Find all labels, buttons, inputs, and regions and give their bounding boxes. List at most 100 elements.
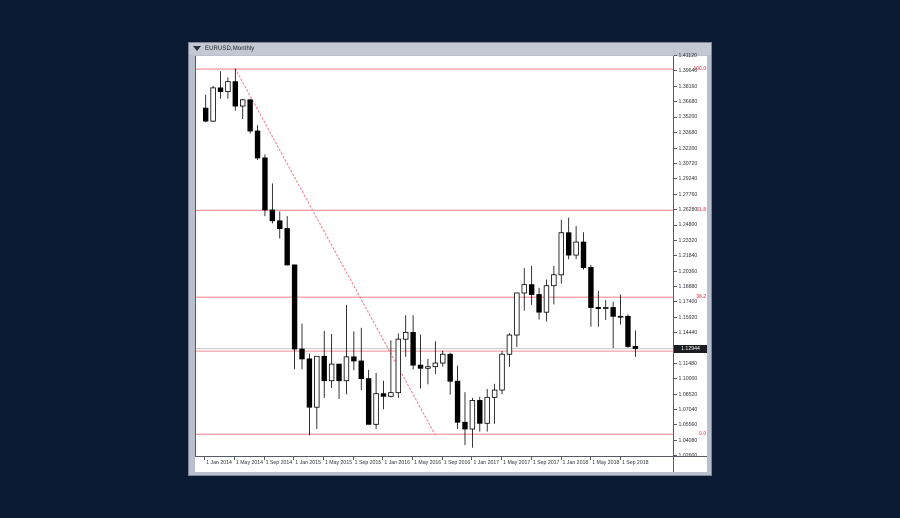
candlestick xyxy=(328,333,335,388)
candlestick xyxy=(225,77,231,99)
dropdown-triangle-icon[interactable] xyxy=(193,46,201,51)
candlestick xyxy=(299,323,305,370)
chart-titlebar[interactable]: EURUSD,Monthly xyxy=(189,43,711,55)
time-tick-label: 1 Sep 2016 xyxy=(441,457,470,472)
candlestick xyxy=(417,334,424,389)
candlestick xyxy=(210,85,216,123)
candlestick xyxy=(543,279,550,322)
time-tick-label: 1 May 2017 xyxy=(501,457,530,472)
time-tick-label: 1 Jan 2014 xyxy=(204,457,232,472)
candlestick xyxy=(373,372,379,430)
chart-title: EURUSD,Monthly xyxy=(205,46,255,52)
time-tick-label: 1 Sep 2015 xyxy=(352,457,381,472)
candlestick xyxy=(240,98,246,120)
candlestick xyxy=(462,392,468,446)
time-tick-label: 1 May 2015 xyxy=(322,457,352,472)
time-tick-label: 1 Jan 2018 xyxy=(560,457,588,472)
candlestick xyxy=(351,331,357,371)
fibonacci-lines xyxy=(196,68,673,435)
price-tick-label: 1.05560 xyxy=(674,421,707,429)
candlestick xyxy=(314,355,320,430)
candlestick xyxy=(588,264,594,327)
candlestick xyxy=(232,68,239,111)
price-tick-label: 1.08520 xyxy=(674,391,707,399)
price-tick-label: 1.24800 xyxy=(674,221,707,229)
candlestick xyxy=(632,330,639,357)
time-tick-label: 1 Jan 2015 xyxy=(293,457,321,472)
price-tick-label: 1.15920 xyxy=(674,314,707,322)
chart-window: EURUSD,Monthly 100.061.838.223.60.01.411… xyxy=(188,42,712,476)
candlestick xyxy=(573,225,579,260)
candlestick xyxy=(625,314,631,349)
candlestick xyxy=(580,232,587,270)
fib-level-label: 0.0 xyxy=(699,430,706,437)
price-tick-label: 1.04080 xyxy=(674,437,707,445)
time-tick-label: 1 May 2016 xyxy=(412,457,441,472)
candlestick xyxy=(617,294,624,325)
candlestick xyxy=(514,292,520,347)
candlestick xyxy=(388,340,394,398)
candlestick xyxy=(565,217,572,260)
price-tick-label: 1.38160 xyxy=(674,83,707,91)
candlestick xyxy=(440,350,446,367)
candlestick xyxy=(269,183,276,224)
price-tick-label: 1.32200 xyxy=(674,145,707,153)
current-price-badge: 1.12944 xyxy=(674,344,707,353)
price-tick-label: 1.10000 xyxy=(674,375,707,383)
candlestick xyxy=(432,341,439,374)
candlestick xyxy=(603,300,609,320)
chart-plot-area[interactable] xyxy=(195,56,673,456)
price-axis[interactable]: 100.061.838.223.60.01.411201.396401.3816… xyxy=(673,53,707,459)
trendline xyxy=(234,68,436,436)
candlestick xyxy=(499,351,505,395)
candlestick xyxy=(469,397,476,448)
candlestick xyxy=(528,265,535,305)
time-tick-label: 1 May 2014 xyxy=(233,457,263,472)
price-tick-label: 1.41120 xyxy=(674,52,707,60)
candlestick xyxy=(395,333,402,398)
candlestick-svg xyxy=(196,68,673,448)
candlestick xyxy=(202,94,209,123)
candlestick xyxy=(477,396,483,432)
price-tick-label: 1.07040 xyxy=(674,406,707,414)
price-tick-label: 1.27760 xyxy=(674,191,707,199)
fib-level-label: 100.0 xyxy=(693,65,706,72)
candlestick xyxy=(365,369,372,425)
candlestick xyxy=(425,358,431,385)
candlestick xyxy=(336,363,342,399)
candlestick xyxy=(262,154,268,217)
price-tick-label: 1.11480 xyxy=(674,360,707,368)
price-tick-label: 1.36680 xyxy=(674,98,707,106)
candlestick xyxy=(454,365,461,430)
price-tick-label: 1.29240 xyxy=(674,175,707,183)
candlestick xyxy=(410,315,416,370)
candlestick xyxy=(247,98,253,134)
time-tick-label: 1 Sep 2017 xyxy=(530,457,559,472)
candlestick xyxy=(491,383,498,424)
candlestick xyxy=(558,219,564,284)
candlestick xyxy=(358,327,364,391)
price-tick-label: 1.21840 xyxy=(674,252,707,260)
candlestick xyxy=(595,290,602,327)
price-tick-label: 1.39640 xyxy=(674,67,707,75)
time-tick-label: 1 May 2018 xyxy=(590,457,619,472)
axis-corner xyxy=(673,456,707,472)
time-tick-label: 1 Sep 2014 xyxy=(263,457,292,472)
price-tick-label: 1.23320 xyxy=(674,237,707,245)
candlestick xyxy=(343,304,350,395)
candlestick xyxy=(536,287,542,320)
fib-level-label: 61.8 xyxy=(696,206,706,213)
candlestick xyxy=(284,216,290,266)
candlestick xyxy=(551,265,557,305)
time-tick-label: 1 Jan 2016 xyxy=(382,457,410,472)
candlestick xyxy=(447,352,453,395)
price-tick-label: 1.20360 xyxy=(674,268,707,276)
candlestick xyxy=(277,211,283,239)
candlestick xyxy=(254,125,261,161)
candlestick xyxy=(403,315,409,357)
time-axis[interactable]: 1 Jan 2014 1 May 2014 1 Sep 2014 1 Jan 2015… xyxy=(195,456,673,472)
candlestick xyxy=(506,332,513,367)
price-tick-label: 1.14440 xyxy=(674,329,707,337)
candlestick xyxy=(321,330,327,398)
